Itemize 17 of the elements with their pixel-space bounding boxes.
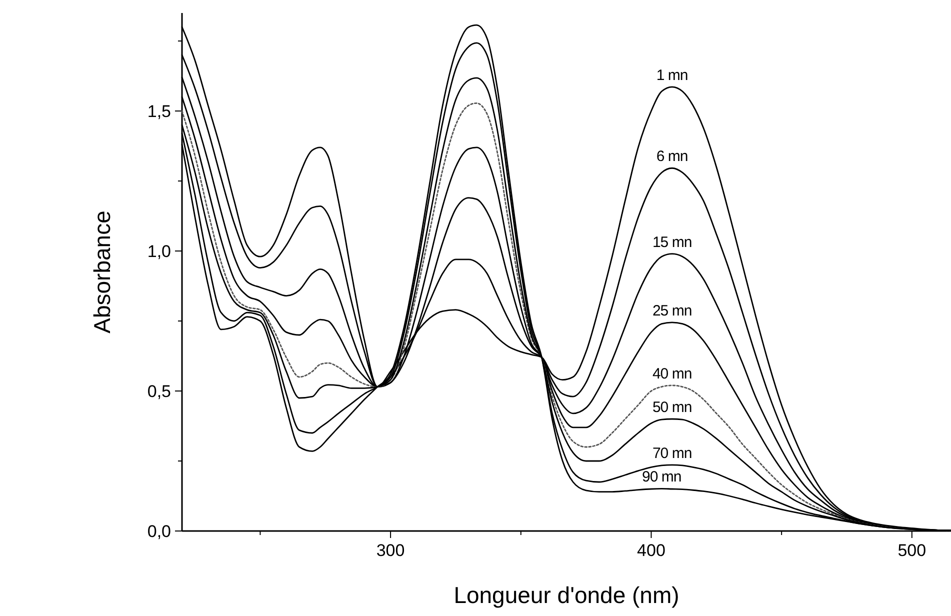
x-axis-title: Longueur d'onde (nm) [454, 582, 680, 608]
series-label: 40 mn [652, 365, 692, 382]
y-axis-title: Absorbance [89, 210, 115, 334]
y-tick-label: 1,0 [147, 242, 171, 261]
y-tick-label: 1,5 [147, 102, 171, 121]
x-tick-label: 500 [898, 541, 926, 560]
series-label: 1 mn [656, 66, 688, 84]
y-tick-label: 0,5 [147, 382, 171, 401]
series-label: 90 mn [642, 468, 682, 486]
x-tick-label: 400 [637, 541, 666, 560]
series-label: 25 mn [652, 302, 692, 320]
series-label: 6 mn [656, 148, 688, 166]
series-label: 70 mn [652, 444, 692, 462]
series-label: 50 mn [652, 399, 692, 416]
series-label: 15 mn [652, 234, 692, 251]
y-tick-label: 0,0 [147, 522, 171, 541]
x-tick-label: 300 [376, 541, 405, 560]
